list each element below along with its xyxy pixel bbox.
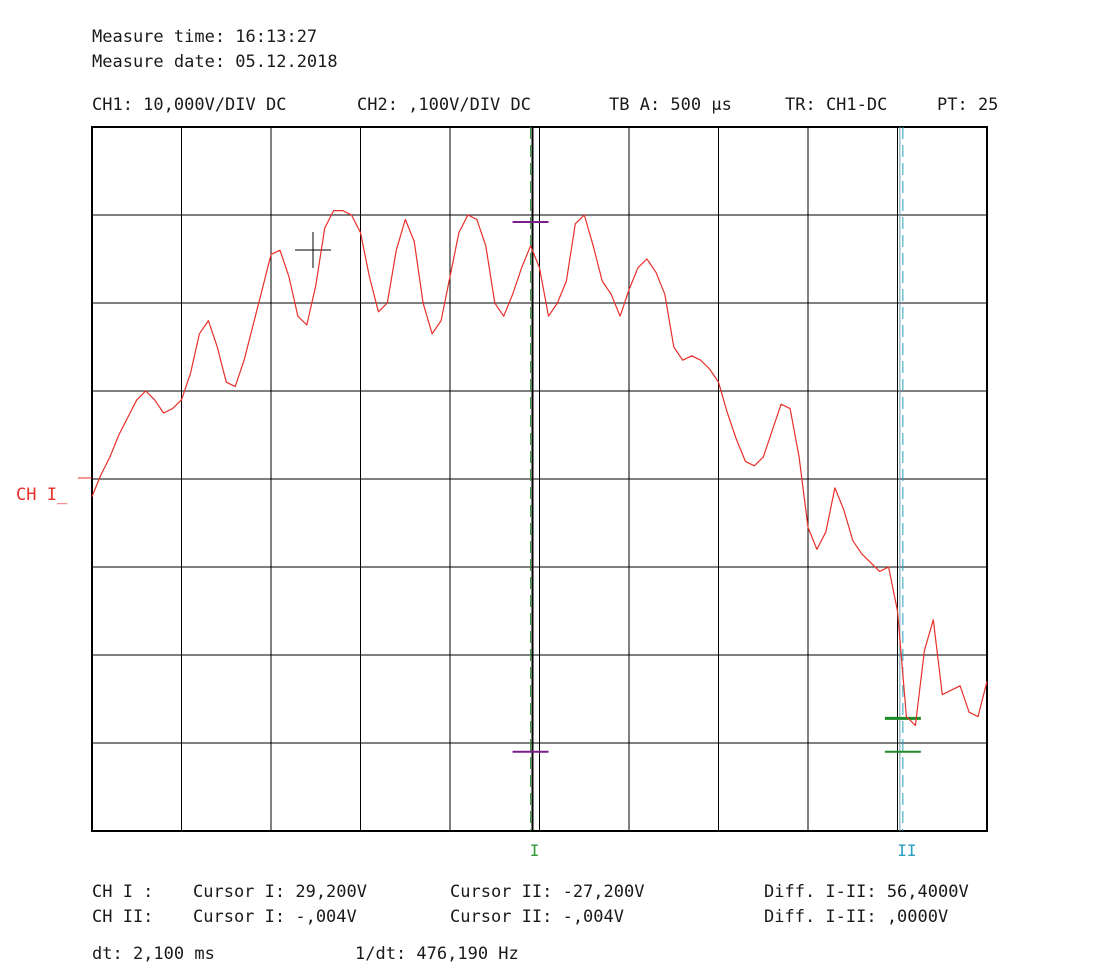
ch1-setting: CH1: 10,000V/DIV DC bbox=[92, 95, 287, 115]
screen-frame bbox=[91, 126, 988, 832]
pretrigger-setting: PT: 25 bbox=[937, 95, 999, 115]
measure-time: Measure time: 16:13:27 bbox=[92, 27, 318, 47]
dt-readout: dt: 2,100 ms bbox=[92, 944, 215, 964]
ch1-marker-label: CH I_ bbox=[16, 485, 68, 505]
ch1-diff-readout: Diff. I-II: 56,4000V bbox=[764, 882, 969, 902]
ch1-trace bbox=[91, 210, 988, 726]
ch1-cursor2-readout: Cursor II: -27,200V bbox=[450, 882, 645, 902]
timebase-setting: TB A: 500 µs bbox=[609, 95, 732, 115]
ch2-cursor2-readout: Cursor II: -,004V bbox=[450, 907, 624, 927]
ch2-cursor1-readout: Cursor I: -,004V bbox=[193, 907, 357, 927]
trigger-setting: TR: CH1-DC bbox=[785, 95, 888, 115]
cursor-1-label: I bbox=[530, 841, 540, 860]
ch1-cursor1-readout: Cursor I: 29,200V bbox=[193, 882, 367, 902]
ch1-readout-label: CH I : bbox=[92, 882, 154, 902]
measure-date: Measure date: 05.12.2018 bbox=[92, 52, 338, 72]
inv-dt-readout: 1/dt: 476,190 Hz bbox=[355, 944, 519, 964]
ch2-diff-readout: Diff. I-II: ,0000V bbox=[764, 907, 949, 927]
ch2-setting: CH2: ,100V/DIV DC bbox=[357, 95, 531, 115]
ch2-readout-label: CH II: bbox=[92, 907, 154, 927]
cursor-2-label: II bbox=[897, 841, 916, 860]
